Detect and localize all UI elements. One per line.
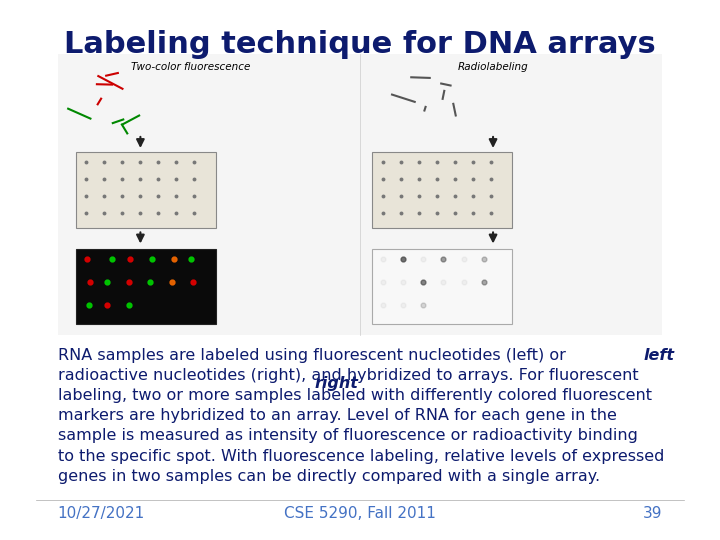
Text: 10/27/2021: 10/27/2021 <box>58 506 145 521</box>
FancyBboxPatch shape <box>58 54 662 335</box>
Text: Two-color fluorescence: Two-color fluorescence <box>131 63 251 72</box>
FancyBboxPatch shape <box>372 152 513 228</box>
Text: RNA samples are labeled using fluorescent nucleotides (: RNA samples are labeled using fluorescen… <box>58 348 512 363</box>
Text: left: left <box>644 348 675 363</box>
Text: 39: 39 <box>643 506 662 521</box>
Text: radioactive nucleotides (: radioactive nucleotides ( <box>58 348 256 363</box>
Text: Radiolabeling: Radiolabeling <box>458 63 528 72</box>
Text: Labeling technique for DNA arrays: Labeling technique for DNA arrays <box>64 30 656 59</box>
FancyBboxPatch shape <box>372 249 513 323</box>
FancyBboxPatch shape <box>76 249 216 323</box>
FancyBboxPatch shape <box>76 152 216 228</box>
Text: CSE 5290, Fall 2011: CSE 5290, Fall 2011 <box>284 506 436 521</box>
Text: right: right <box>314 376 358 391</box>
Text: RNA samples are labeled using fluorescent nucleotides (left) or
radioactive nucl: RNA samples are labeled using fluorescen… <box>58 348 664 483</box>
